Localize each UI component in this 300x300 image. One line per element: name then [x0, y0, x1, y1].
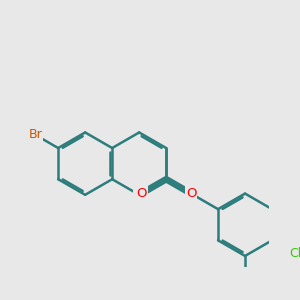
Text: O: O: [186, 187, 196, 200]
Text: O: O: [186, 187, 196, 200]
Text: O: O: [134, 188, 144, 201]
Text: Cl: Cl: [289, 247, 300, 260]
Text: O: O: [136, 187, 147, 200]
Text: Br: Br: [28, 128, 42, 141]
